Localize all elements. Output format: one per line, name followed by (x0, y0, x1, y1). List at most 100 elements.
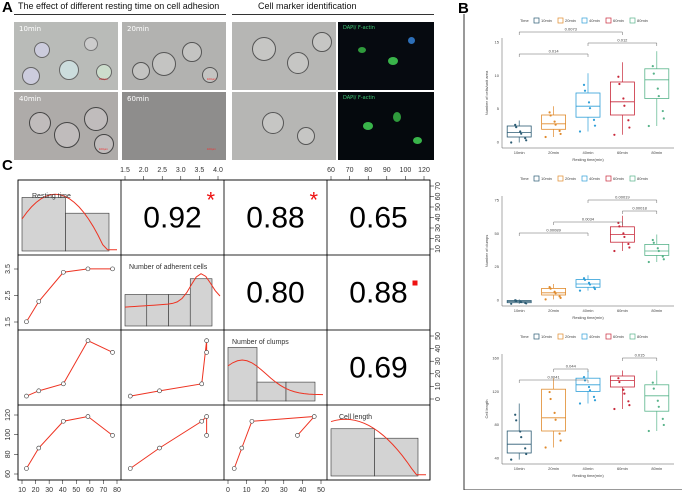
data-point (525, 452, 528, 456)
cell (59, 60, 79, 80)
right-tick-label: 30 (435, 224, 442, 232)
legend-label: 20min (565, 18, 576, 23)
data-point (559, 439, 562, 442)
data-point (578, 289, 582, 292)
legend-swatch (629, 17, 636, 24)
histogram-bar (330, 428, 375, 477)
significance-bracket (518, 379, 589, 383)
right-tick-label: 50 (435, 332, 442, 340)
p-value-label: 0.00089 (546, 228, 561, 233)
data-point (525, 139, 528, 142)
data-point (582, 277, 586, 280)
scale-bar-label: 100µm (206, 147, 216, 151)
scatter-point (204, 350, 209, 355)
legend-label: 60min (613, 334, 624, 339)
data-point (554, 418, 557, 421)
x-tick-label: 60min (617, 308, 628, 313)
brightfield-image-2 (232, 92, 336, 160)
legend-label: 80min (637, 176, 648, 181)
top-tick-label: 2.5 (157, 167, 167, 174)
trend-line (26, 340, 113, 397)
top-tick-label: 1.5 (120, 167, 130, 174)
panel-b-figure: Time 10min 20min 40min 60min 80min 0 5 10 15 Numbe… (463, 14, 682, 490)
data-point (651, 65, 654, 68)
data-point (520, 436, 523, 439)
micrograph-label: 60min (127, 95, 150, 103)
panel-a-letter: A (2, 0, 13, 16)
p-value-label: 0.00019 (615, 195, 630, 200)
legend-swatch (557, 17, 564, 24)
data-point (657, 94, 660, 98)
y-tick-label: 10 (495, 73, 500, 78)
panel-c-letter: C (2, 157, 13, 174)
data-point (514, 299, 517, 302)
trend-line (26, 415, 113, 469)
scale-bar-label: 100µm (206, 77, 216, 81)
legend-label: 80min (637, 18, 648, 23)
cell (252, 37, 276, 61)
data-point (613, 249, 616, 253)
correlation-value: 0.88 (246, 202, 304, 235)
data-point (549, 114, 552, 117)
data-point (617, 221, 620, 224)
x-tick-label: 60min (617, 466, 628, 471)
legend-title: Time (520, 334, 530, 339)
scatter-point (127, 393, 133, 399)
significance-bracket (553, 368, 589, 372)
right-tick-label: 20 (435, 370, 442, 378)
right-tick-label: 40 (435, 345, 442, 353)
cell (152, 52, 176, 76)
x-axis-label: Resting time(min) (572, 315, 604, 320)
data-point (510, 141, 513, 144)
data-point (592, 118, 596, 121)
data-point (627, 119, 630, 122)
data-point (524, 137, 527, 140)
legend-label: 10min (541, 334, 552, 339)
significance-bracket (518, 31, 623, 35)
data-point (647, 429, 650, 433)
scatter-point (36, 299, 42, 304)
y-tick-label: 50 (495, 231, 500, 236)
micrograph-40min: 40min 100µm (14, 92, 118, 160)
legend-label: 20min (565, 334, 576, 339)
box (506, 125, 532, 138)
y-tick-label: 40 (495, 456, 500, 461)
significance-bracket (518, 53, 589, 57)
y-tick-label: 5 (497, 106, 500, 111)
legend-label: 40min (589, 18, 600, 23)
legend-swatch (629, 175, 636, 182)
data-point (623, 235, 626, 239)
x-tick-label: 10min (514, 308, 525, 313)
x-tick-label: 60min (617, 150, 628, 155)
density-curve (124, 273, 221, 308)
x-tick-label: 80min (651, 308, 662, 313)
matrix-cell (17, 404, 122, 481)
p-value-label: 0.044 (566, 364, 577, 369)
significance-bracket (518, 232, 589, 236)
histogram-bar (65, 212, 110, 252)
box (506, 430, 532, 454)
legend-swatch (557, 333, 564, 340)
data-point (618, 380, 621, 384)
data-point (514, 123, 517, 126)
data-point (618, 82, 621, 86)
scatter-point (24, 466, 29, 471)
data-point (510, 302, 513, 305)
right-tick-label: 40 (435, 214, 442, 222)
density-curve (21, 193, 117, 251)
box (541, 114, 566, 130)
y-tick-label: 0 (497, 140, 500, 145)
correlation-value: 0.65 (349, 202, 407, 235)
x-tick-label: 10min (514, 150, 525, 155)
legend-title: Time (520, 18, 530, 23)
matrix-cell (17, 329, 122, 406)
data-point (515, 126, 518, 129)
bottom-tick-label: 30 (45, 487, 53, 494)
data-point (587, 385, 591, 389)
data-point (520, 132, 523, 135)
scatter-point (36, 445, 42, 451)
left-tick-label: 2.5 (5, 291, 12, 301)
trend-line (129, 415, 208, 469)
significance-star: * (310, 188, 319, 213)
data-point (652, 387, 655, 390)
